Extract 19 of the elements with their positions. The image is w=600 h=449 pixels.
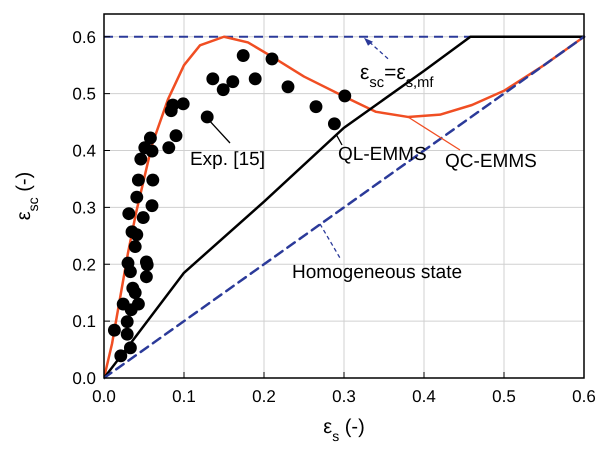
legend-label: Homogeneous state: [292, 262, 462, 283]
x-tick-label: 0.4: [412, 387, 436, 406]
y-tick-label: 0.6: [72, 28, 96, 47]
x-tick-label: 0.3: [332, 387, 356, 406]
y-tick-label: 0.5: [72, 84, 96, 104]
legend-label: QL-EMMS: [338, 144, 427, 165]
y-tick-label: 0.4: [72, 142, 96, 160]
x-tick-label: 0.5: [492, 387, 516, 406]
legend-label: QC-EMMS: [445, 151, 537, 172]
y-tick-label: 0.1: [72, 312, 96, 332]
x-tick-label: 0.0: [92, 387, 116, 406]
y-tick-label: 0.0: [72, 369, 96, 388]
x-tick-label: 0.6: [572, 387, 596, 406]
y-tick-label: 0.2: [72, 255, 96, 274]
x-tick-label: 0.1: [172, 387, 196, 406]
x-axis-title: ε$_{s}$ (-): [323, 416, 365, 444]
legend-label: Exp. [15]: [190, 149, 265, 170]
y-tick-label: 0.3: [72, 198, 96, 218]
x-tick-label: 0.2: [252, 387, 276, 406]
